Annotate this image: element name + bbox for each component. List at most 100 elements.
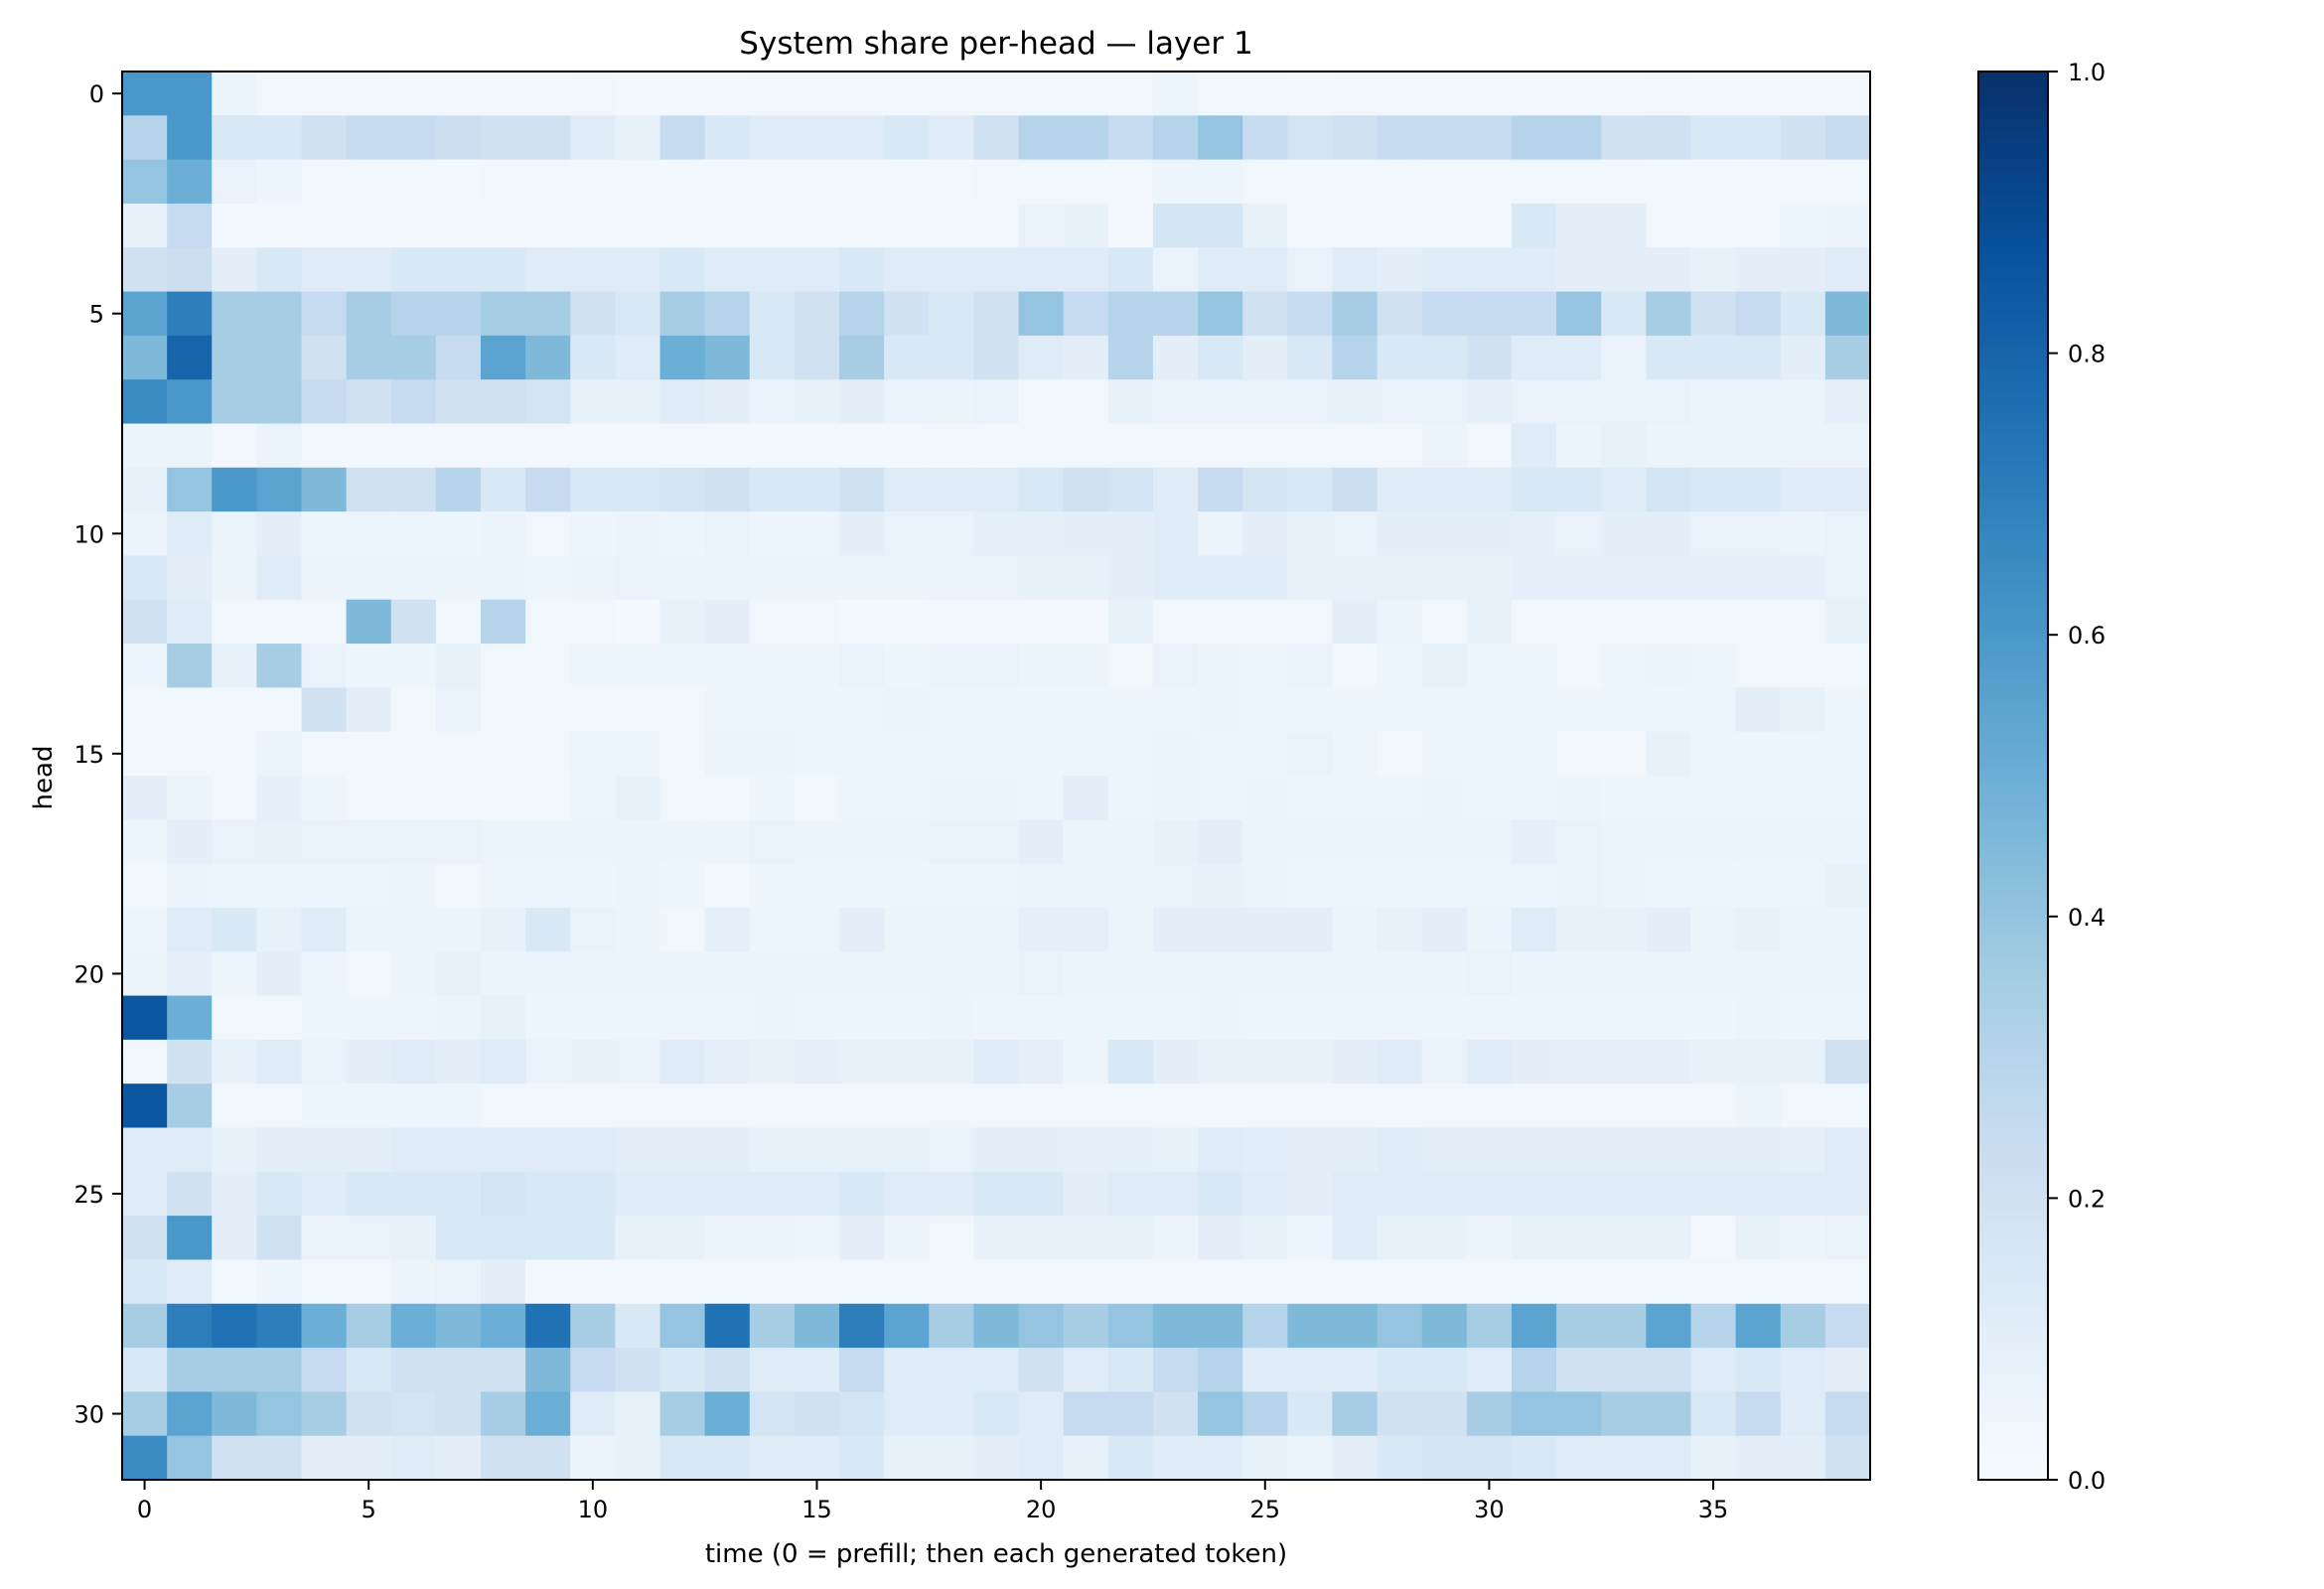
heatmap-cell [929, 203, 975, 248]
heatmap-cell [570, 687, 617, 733]
heatmap-cell [167, 1303, 213, 1349]
heatmap-cell [1063, 644, 1109, 688]
heatmap-cell [794, 1216, 840, 1261]
heatmap-cell [1242, 1039, 1288, 1084]
heatmap-cell [346, 1348, 392, 1392]
heatmap-cell [212, 687, 257, 733]
heatmap-cell [346, 951, 392, 997]
heatmap-cell [1511, 335, 1557, 380]
heatmap-cell [1287, 863, 1334, 909]
heatmap-cell [390, 644, 437, 688]
heatmap-cell [167, 731, 213, 777]
heatmap-cell [390, 203, 437, 248]
heatmap-cell [122, 1171, 168, 1217]
heatmap-cell [525, 1259, 571, 1305]
heatmap-cell [1601, 599, 1647, 645]
y-tick-label: 20 [73, 960, 104, 988]
heatmap-cell [1690, 1391, 1737, 1437]
heatmap-cell [1332, 907, 1379, 952]
heatmap-cell [167, 159, 213, 205]
heatmap-cell [1242, 291, 1288, 337]
heatmap-cell [1198, 687, 1243, 733]
heatmap-cell [1063, 951, 1109, 997]
heatmap-cell [1242, 731, 1288, 777]
heatmap-cell [167, 379, 213, 425]
heatmap-cell [884, 467, 930, 512]
heatmap-cell [1242, 1303, 1288, 1349]
heatmap-cell [839, 776, 885, 820]
heatmap-cell [435, 379, 482, 425]
heatmap-cell [929, 159, 975, 205]
heatmap-cell [1735, 247, 1782, 293]
heatmap-cell [1824, 159, 1871, 205]
heatmap-cell [301, 555, 348, 601]
heatmap-cell [929, 247, 975, 293]
heatmap-cell [301, 423, 348, 469]
heatmap-cell [256, 1391, 303, 1437]
heatmap-cell [704, 247, 751, 293]
heatmap-cell [1198, 1259, 1243, 1305]
heatmap-cell [794, 687, 840, 733]
heatmap-cell [1242, 907, 1288, 952]
heatmap-cell [839, 1391, 885, 1437]
heatmap-cell [1421, 951, 1468, 997]
heatmap-cell [212, 819, 257, 865]
heatmap-cell [1421, 1216, 1468, 1261]
heatmap-cell [1332, 1083, 1379, 1129]
heatmap-cell [390, 1391, 437, 1437]
heatmap-cell [1332, 951, 1379, 997]
heatmap-cell [1646, 1216, 1692, 1261]
heatmap-cell [525, 951, 571, 997]
heatmap-cell [1421, 247, 1468, 293]
heatmap-cell [1107, 1039, 1154, 1084]
heatmap-cell [301, 995, 348, 1041]
heatmap-cell [659, 335, 706, 380]
heatmap-cell [1242, 159, 1288, 205]
heatmap-cell [1824, 467, 1871, 512]
heatmap-cell [1556, 1039, 1602, 1084]
heatmap-cell [1242, 1348, 1288, 1392]
heatmap-cell [1332, 1127, 1379, 1173]
heatmap-cell [1646, 467, 1692, 512]
heatmap-cell [390, 1348, 437, 1392]
heatmap-cell [1332, 1171, 1379, 1217]
heatmap-cell [1780, 379, 1826, 425]
heatmap-cell [839, 907, 885, 952]
heatmap-cell [1466, 247, 1513, 293]
heatmap-cell [1511, 907, 1557, 952]
heatmap-cell [1063, 776, 1109, 820]
heatmap-cell [1824, 555, 1871, 601]
heatmap-cell [929, 951, 975, 997]
heatmap-cell [1198, 72, 1243, 116]
heatmap-cell [301, 863, 348, 909]
heatmap-cell [122, 1391, 168, 1437]
heatmap-cell [615, 1171, 661, 1217]
heatmap-cell [1466, 72, 1513, 116]
heatmap-cell [1780, 1083, 1826, 1129]
heatmap-cell [1198, 1171, 1243, 1217]
heatmap-cell [749, 1391, 796, 1437]
heatmap-cell [1018, 951, 1065, 997]
heatmap-cell [122, 1435, 168, 1481]
heatmap-cell [1601, 995, 1647, 1041]
heatmap-cell [525, 335, 571, 380]
heatmap-cell [1466, 203, 1513, 248]
heatmap-cell [481, 467, 526, 512]
heatmap-cell [1601, 951, 1647, 997]
heatmap-cell [884, 1435, 930, 1481]
heatmap-cell [884, 555, 930, 601]
heatmap-cell [1824, 1303, 1871, 1349]
heatmap-cell [1421, 776, 1468, 820]
heatmap-cell [1107, 467, 1154, 512]
heatmap-cell [973, 1171, 1020, 1217]
heatmap-cell [1287, 72, 1334, 116]
heatmap-cell [212, 1303, 257, 1349]
heatmap-cell [390, 1216, 437, 1261]
heatmap-cell [749, 995, 796, 1041]
heatmap-cell [1824, 819, 1871, 865]
heatmap-cell [570, 379, 617, 425]
heatmap-cell [167, 291, 213, 337]
heatmap-cell [1377, 1171, 1423, 1217]
x-axis-label: time (0 = prefill; then each generated t… [705, 1539, 1287, 1569]
heatmap-cell [1107, 776, 1154, 820]
